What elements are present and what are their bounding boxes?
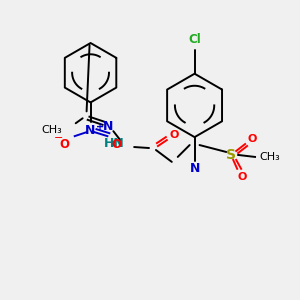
Text: O: O bbox=[238, 172, 247, 182]
Text: O: O bbox=[111, 138, 121, 151]
Text: S: S bbox=[226, 148, 236, 162]
Text: CH₃: CH₃ bbox=[259, 152, 280, 162]
Text: O: O bbox=[169, 130, 178, 140]
Text: CH₃: CH₃ bbox=[41, 125, 62, 135]
Text: +: + bbox=[95, 122, 104, 132]
Text: O: O bbox=[248, 134, 257, 144]
Text: N: N bbox=[85, 124, 96, 137]
Text: O: O bbox=[60, 138, 70, 151]
Text: HN: HN bbox=[103, 136, 124, 150]
Text: Cl: Cl bbox=[188, 33, 201, 46]
Text: N: N bbox=[189, 162, 200, 175]
Text: N: N bbox=[103, 120, 114, 133]
Text: −: − bbox=[54, 133, 64, 143]
